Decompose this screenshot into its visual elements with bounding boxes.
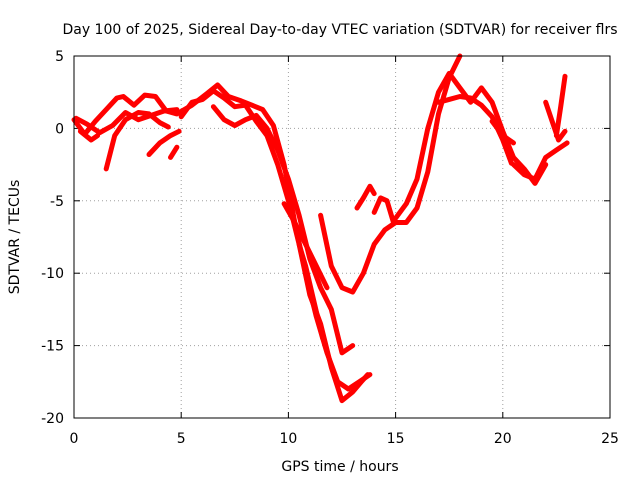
- x-tick-label: 15: [387, 431, 405, 447]
- series-track-6: [168, 144, 180, 160]
- series-track-11: [318, 53, 463, 295]
- x-tick-label: 20: [494, 431, 512, 447]
- axis-ticks: 0 5 10 15 20 25 5 0 -5 -10 -15 -20: [41, 49, 619, 447]
- series-track-4: [103, 110, 171, 172]
- data-series: [71, 53, 570, 404]
- series-track-19: [553, 73, 568, 139]
- y-tick-label: -20: [41, 411, 64, 427]
- series-track-10: [296, 241, 326, 341]
- grid-lines: [74, 56, 610, 418]
- x-tick-label: 5: [177, 431, 186, 447]
- chart-title: Day 100 of 2025, Sidereal Day-to-day VTE…: [62, 22, 617, 38]
- y-tick-label: 5: [55, 49, 64, 65]
- x-axis-label: GPS time / hours: [281, 459, 398, 475]
- y-tick-label: -5: [50, 194, 64, 210]
- y-tick-label: -10: [41, 266, 64, 282]
- series-track-8: [210, 104, 356, 356]
- y-tick-label: -15: [41, 339, 64, 355]
- series-track-12: [354, 183, 377, 211]
- y-axis-label: SDTVAR / TECUs: [7, 180, 23, 295]
- series-track-7: [178, 88, 371, 404]
- series-track-2: [73, 107, 180, 136]
- y-tick-label: 0: [55, 121, 64, 137]
- series-track-3: [77, 128, 101, 143]
- x-tick-label: 25: [601, 431, 619, 447]
- series-track-9: [281, 201, 330, 291]
- series-track-5: [146, 128, 182, 157]
- series-track-16: [489, 118, 516, 146]
- series-track-14: [393, 70, 549, 221]
- series-track-13: [371, 195, 396, 225]
- x-tick-label: 0: [70, 431, 79, 447]
- series-track-17: [511, 140, 570, 182]
- x-tick-label: 10: [279, 431, 297, 447]
- plot-frame: [73, 55, 611, 419]
